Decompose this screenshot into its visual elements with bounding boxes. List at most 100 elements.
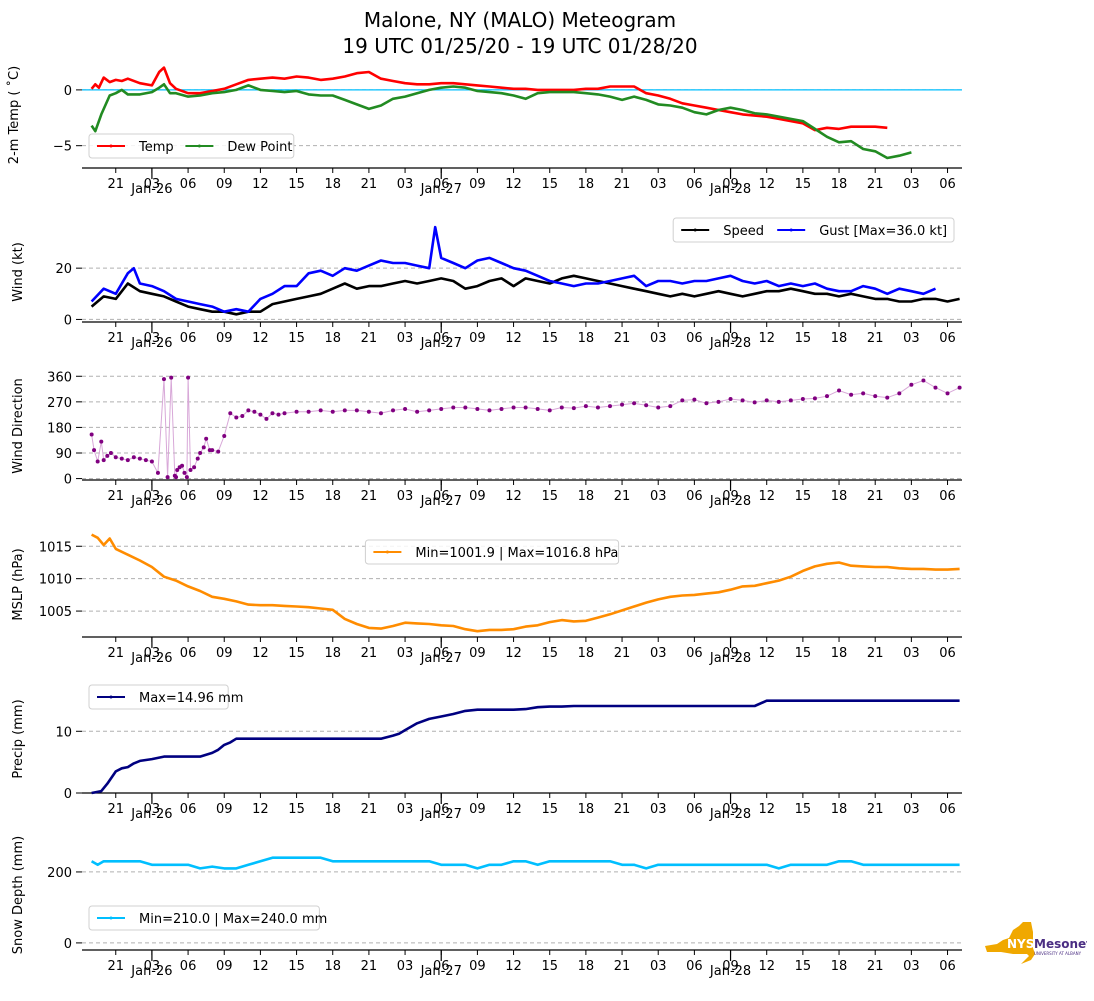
- wdir-data-point: [222, 433, 227, 438]
- wind-legend-marker: [693, 228, 697, 232]
- wdir-data-point: [427, 408, 432, 413]
- wind-xtick-label: 09: [469, 331, 486, 346]
- wdir-data-point: [89, 432, 94, 437]
- precip-xtick-label: 15: [288, 802, 305, 817]
- wdir-xtick-label: 21: [107, 489, 124, 504]
- wdir-data-point: [169, 375, 174, 380]
- wdir-data-point: [188, 468, 193, 473]
- snow-xtick-label: 09: [722, 959, 739, 974]
- wdir-data-point: [559, 405, 564, 410]
- temp-xtick-label: 12: [252, 177, 269, 192]
- snow-xtick-label: 03: [144, 959, 161, 974]
- wdir-data-point: [174, 475, 179, 480]
- wdir-data-point: [680, 398, 685, 403]
- wdir-data-point: [99, 439, 104, 444]
- temp-ytick-label: −5: [53, 140, 72, 155]
- nys-mesonet-logo: NYS Mesonet UNIVERSITY AT ALBANY: [983, 920, 1092, 968]
- wdir-data-point: [282, 411, 287, 416]
- wind-legend-label: Speed: [723, 224, 764, 239]
- snow-xtick-label: 06: [180, 959, 197, 974]
- wdir-day-label: Jan-28: [709, 494, 751, 509]
- wdir-data-point: [378, 411, 383, 416]
- wdir-data-point: [131, 455, 136, 460]
- snow-xtick-label: 03: [903, 959, 920, 974]
- wind-series-speed: [90, 274, 960, 316]
- wdir-data-point: [897, 391, 902, 396]
- temp-xtick-label: 15: [795, 177, 812, 192]
- precip-xtick-label: 09: [216, 802, 233, 817]
- temp-xtick-label: 21: [614, 177, 631, 192]
- mslp-xtick-label: 12: [505, 646, 522, 661]
- wdir-data-point: [264, 416, 269, 421]
- wdir-xtick-label: 03: [903, 489, 920, 504]
- wdir-xtick-label: 12: [505, 489, 522, 504]
- wdir-data-point: [108, 451, 113, 455]
- wdir-data-point: [113, 455, 118, 460]
- wdir-data-point: [644, 403, 649, 408]
- wind-xtick-label: 21: [614, 331, 631, 346]
- wdir-data-point: [125, 458, 130, 463]
- precip-xtick-label: 12: [505, 802, 522, 817]
- wdir-data-point: [740, 398, 745, 403]
- mslp-xtick-label: 03: [397, 646, 414, 661]
- temp-legend-label: Temp: [138, 140, 174, 155]
- snow-day-label: Jan-26: [130, 964, 172, 979]
- wdir-xtick-label: 21: [867, 489, 884, 504]
- temp-xtick-label: 06: [939, 177, 956, 192]
- wdir-data-point: [764, 398, 769, 403]
- wind-xtick-label: 15: [541, 331, 558, 346]
- wind-xtick-label: 15: [795, 331, 812, 346]
- temp-ylabel: 2-m Temp ( ˚C): [6, 66, 22, 164]
- precip-xtick-label: 21: [614, 802, 631, 817]
- wind-xtick-label: 06: [686, 331, 703, 346]
- precip-xtick-label: 21: [867, 802, 884, 817]
- wind-ytick-label: 0: [64, 313, 72, 328]
- wdir-data-point: [752, 400, 757, 405]
- wdir-data-point: [451, 405, 456, 410]
- precip-series-precip: [91, 699, 960, 795]
- mslp-xtick-label: 15: [541, 646, 558, 661]
- precip-ytick-label: 0: [64, 787, 72, 802]
- chart-title-line-2: 19 UTC 01/25/20 - 19 UTC 01/28/20: [342, 34, 698, 58]
- wdir-data-point: [463, 405, 468, 410]
- snow-legend-label: Min=210.0 | Max=240.0 mm: [139, 912, 327, 927]
- wdir-xtick-label: 21: [614, 489, 631, 504]
- wind-xtick-label: 06: [939, 331, 956, 346]
- snow-xtick-label: 21: [614, 959, 631, 974]
- precip-xtick-label: 18: [324, 802, 341, 817]
- wind-day-label: Jan-28: [709, 336, 751, 351]
- wdir-data-point: [547, 408, 552, 413]
- wdir-data-point: [165, 475, 170, 480]
- precip-legend: [88, 684, 229, 710]
- wdir-data-point: [415, 409, 420, 414]
- precip-xtick-label: 15: [541, 802, 558, 817]
- temp-xtick-label: 12: [505, 177, 522, 192]
- mslp-series-mslp: [90, 533, 960, 633]
- precip-xtick-label: 15: [795, 802, 812, 817]
- wind-xtick-label: 09: [722, 331, 739, 346]
- wdir-data-point: [439, 406, 444, 411]
- mslp-xtick-label: 18: [831, 646, 848, 661]
- wdir-data-point: [824, 394, 829, 399]
- temp-xtick-label: 03: [650, 177, 667, 192]
- wdir-data-point: [487, 408, 492, 413]
- wdir-data-point: [92, 448, 97, 453]
- wdir-data-point: [632, 401, 637, 406]
- temp-xtick-label: 15: [541, 177, 558, 192]
- mslp-xtick-label: 03: [903, 646, 920, 661]
- mslp-xtick-label: 09: [722, 646, 739, 661]
- temp-xtick-label: 21: [867, 177, 884, 192]
- temp-xtick-label: 03: [903, 177, 920, 192]
- wdir-data-point: [704, 401, 709, 406]
- wdir-data-point: [182, 470, 187, 475]
- wdir-xtick-label: 12: [758, 489, 775, 504]
- precip-xtick-label: 09: [722, 802, 739, 817]
- wdir-xtick-label: 18: [324, 489, 341, 504]
- wdir-data-point: [873, 394, 878, 399]
- precip-xtick-label: 03: [650, 802, 667, 817]
- precip-day-label: Jan-26: [130, 807, 172, 822]
- precip-xtick-label: 03: [144, 802, 161, 817]
- wdir-data-point: [216, 449, 221, 454]
- temp-day-label: Jan-27: [420, 182, 462, 197]
